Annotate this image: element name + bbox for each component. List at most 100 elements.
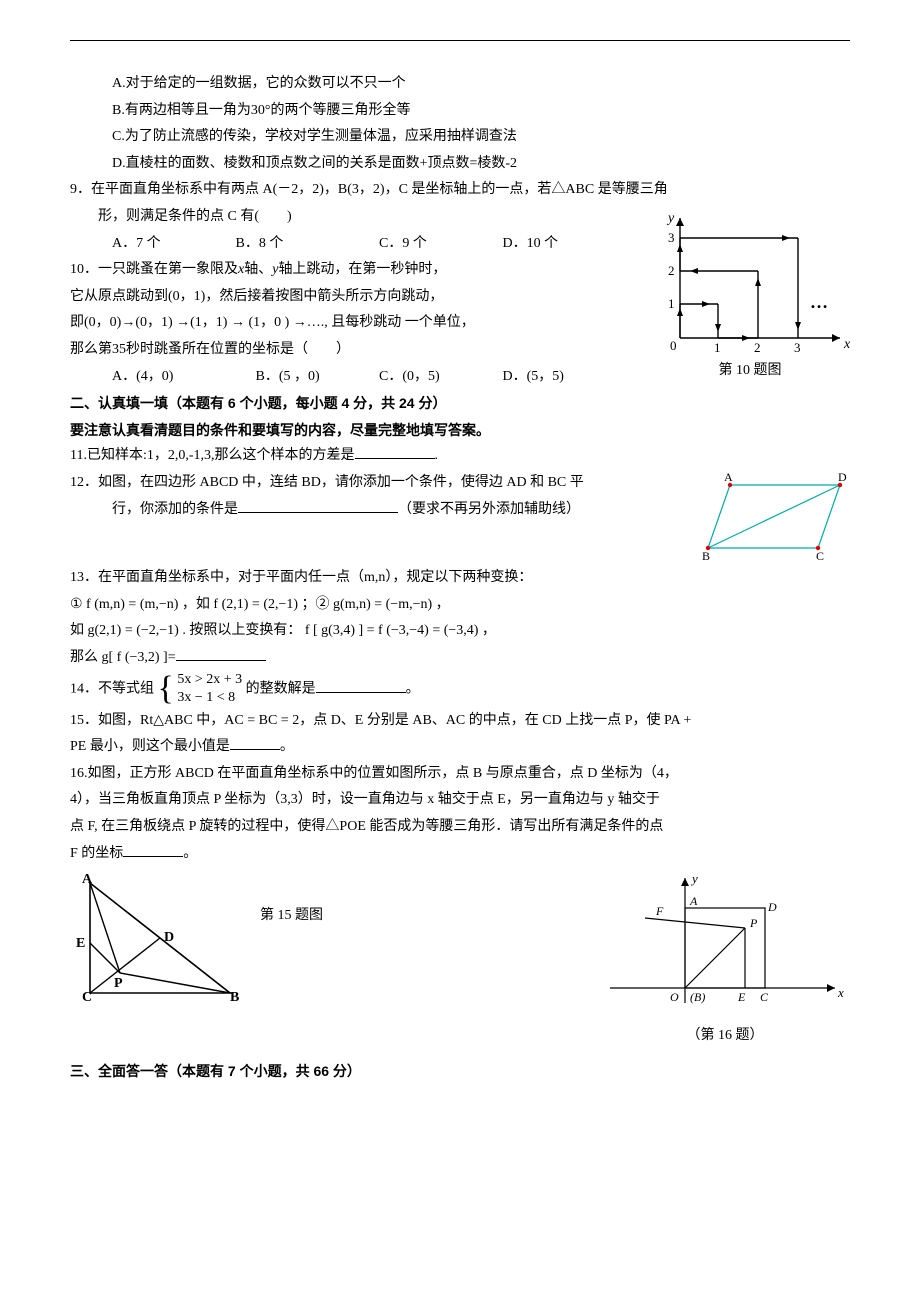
- q15-l2-post: 。: [280, 739, 294, 754]
- q8-option-D: D.直棱柱的面数、棱数和顶点数之间的关系是面数+顶点数=棱数-2: [70, 151, 850, 178]
- q16-figure-svg: x y O (B) A D C E P F: [600, 873, 850, 1023]
- section3-title: 三、全面答一答（本题有 7 个小题，共 66 分）: [70, 1058, 850, 1085]
- svg-text:C: C: [816, 549, 824, 563]
- q13-l4-pre: 那么 g[ f (−3,2) ]=: [70, 650, 176, 665]
- q15-line2: PE 最小，则这个最小值是 。: [70, 734, 850, 761]
- q14-system: 5x > 2x + 3 3x − 1 < 8: [177, 671, 242, 707]
- q14-post: 。: [406, 682, 420, 697]
- q13-blank: [176, 646, 266, 661]
- q15-figure-wrap: A C B D E P: [70, 873, 240, 1003]
- q10-l1-pre: 10．一只跳蚤在第一象限及: [70, 262, 238, 277]
- q16-line1: 16.如图，正方形 ABCD 在平面直角坐标系中的位置如图所示，点 B 与原点重…: [70, 761, 850, 788]
- q13-l3-text: 如 g(2,1) = (−2,−1) . 按照以上变换有： f [ g(3,4)…: [70, 623, 496, 638]
- q8-option-A: A.对于给定的一组数据，它的众数可以不只一个: [70, 71, 850, 98]
- svg-text:D: D: [767, 900, 777, 914]
- q15-line1: 15．如图，Rt△ABC 中，AC = BC = 2，点 D、E 分别是 AB、…: [70, 708, 850, 735]
- q10-l1-mid1: 轴、: [244, 262, 272, 277]
- section2-note: 要注意认真看清题目的条件和要填写的内容，尽量完整地填写答案。: [70, 417, 850, 444]
- q16-l4-pre: F 的坐标: [70, 846, 123, 861]
- q14-row2: 3x − 1 < 8: [177, 689, 242, 707]
- svg-text:x: x: [837, 985, 844, 1000]
- svg-text:0: 0: [670, 338, 677, 353]
- svg-text:B: B: [702, 549, 710, 563]
- q9-optA: A．7 个: [112, 231, 232, 258]
- q9-optD: D．10 个: [503, 231, 559, 258]
- q13-line2: ① f (m,n) = (m,−n) ，如 f (2,1) = (2,−1) ；…: [70, 592, 850, 619]
- q9-stem-line1: 9．在平面直角坐标系中有两点 A(－2，2)，B(3，2)，C 是坐标轴上的一点…: [70, 177, 850, 204]
- q16-l4-post: 。: [183, 846, 197, 861]
- q12-figure-svg: A D B C: [700, 470, 850, 565]
- q10-l1-post: 轴上跳动，在第一秒钟时，: [278, 262, 446, 277]
- q8-option-B: B.有两边相等且一角为30°的两个等腰三角形全等: [70, 98, 850, 125]
- q10-figure-caption: 第 10 题图: [650, 358, 850, 385]
- q11-blank: [355, 444, 435, 459]
- q12-blank: [238, 498, 398, 513]
- svg-text:E: E: [737, 990, 746, 1004]
- q15-caption-wrap: 第 15 题图: [260, 873, 390, 930]
- q10-figure-svg: x y 0 1 2 3 1 2 3: [650, 208, 850, 358]
- q16-line2: 4），当三角板直角顶点 P 坐标为（3,3）时，设一直角边与 x 轴交于点 E，…: [70, 787, 850, 814]
- svg-text:1: 1: [714, 340, 721, 355]
- svg-text:E: E: [76, 936, 85, 951]
- section2-title: 二、认真填一填（本题有 6 个小题，每小题 4 分，共 24 分）: [70, 390, 850, 417]
- q10-figure-wrap: x y 0 1 2 3 1 2 3: [650, 208, 850, 385]
- q13-l2-text: ① f (m,n) = (m,−n) ，如 f (2,1) = (2,−1) ；…: [70, 597, 450, 612]
- q9-optC: C．9 个: [379, 231, 499, 258]
- figures-row: A C B D E P 第 15 题图 x y O: [70, 873, 850, 1050]
- svg-text:D: D: [164, 930, 174, 945]
- svg-text:y: y: [666, 211, 675, 226]
- q8-option-C: C.为了防止流感的传染，学校对学生测量体温，应采用抽样调查法: [70, 124, 850, 151]
- q16-blank: [123, 842, 183, 857]
- q8-B-deg: 30°: [251, 103, 271, 118]
- svg-text:C: C: [760, 990, 769, 1004]
- q16-figure-caption: （第 16 题）: [600, 1023, 850, 1050]
- q8-B-pre: B.有两边相等且一角为: [112, 103, 251, 118]
- q10-optD: D．(5，5): [503, 364, 564, 391]
- page-rule: [70, 40, 850, 41]
- svg-text:A: A: [724, 470, 733, 484]
- svg-text:F: F: [655, 904, 664, 918]
- svg-text:C: C: [82, 990, 92, 1003]
- q12-figure-wrap: A D B C: [700, 470, 850, 565]
- svg-text:A: A: [689, 894, 698, 908]
- q15-figure-svg: A C B D E P: [70, 873, 240, 1003]
- q15-l1-text: 15．如图，Rt△ABC 中，AC = BC = 2，点 D、E 分别是 AB、…: [70, 713, 691, 728]
- q15-l2-pre: PE 最小，则这个最小值是: [70, 739, 230, 754]
- svg-text:1: 1: [668, 296, 675, 311]
- q16-figure-wrap: x y O (B) A D C E P F （第 16 题）: [600, 873, 850, 1050]
- q14-pre: 14．不等式组: [70, 682, 154, 697]
- q14-brace: {: [158, 672, 174, 706]
- svg-text:2: 2: [754, 340, 761, 355]
- q14-mid: 的整数解是: [246, 682, 316, 697]
- svg-text:P: P: [114, 976, 123, 991]
- svg-text:2: 2: [668, 263, 675, 278]
- q10-optA: A．(4，0): [112, 364, 252, 391]
- q13-line1: 13．在平面直角坐标系中，对于平面内任一点（m,n），规定以下两种变换：: [70, 565, 850, 592]
- q14: 14．不等式组 { 5x > 2x + 3 3x − 1 < 8 的整数解是 。: [70, 671, 850, 707]
- q15-figure-caption: 第 15 题图: [260, 903, 390, 930]
- svg-text:B: B: [230, 990, 239, 1003]
- svg-text:…: …: [810, 292, 828, 312]
- svg-text:(B): (B): [690, 990, 705, 1004]
- q16-line4: F 的坐标 。: [70, 841, 850, 868]
- svg-text:D: D: [838, 470, 847, 484]
- q15-blank: [230, 735, 280, 750]
- svg-text:P: P: [749, 916, 758, 930]
- q9-optB: B．8 个: [236, 231, 376, 258]
- q11-post: .: [435, 448, 439, 463]
- svg-text:x: x: [843, 337, 850, 352]
- q8-B-post: 的两个等腰三角形全等: [270, 103, 410, 118]
- svg-text:3: 3: [668, 230, 675, 245]
- q10-optB: B．(5 ，0): [256, 364, 376, 391]
- q14-blank: [316, 678, 406, 693]
- q12-l2-pre: 行，你添加的条件是: [112, 502, 238, 517]
- q13-line3: 如 g(2,1) = (−2,−1) . 按照以上变换有： f [ g(3,4)…: [70, 618, 850, 645]
- svg-text:3: 3: [794, 340, 801, 355]
- q16-line3: 点 F, 在三角板绕点 P 旋转的过程中，使得△POE 能否成为等腰三角形．请写…: [70, 814, 850, 841]
- svg-text:O: O: [670, 990, 679, 1004]
- q10-optC: C．(0，5): [379, 364, 499, 391]
- q13-line4: 那么 g[ f (−3,2) ]=: [70, 645, 850, 672]
- svg-text:A: A: [82, 873, 93, 887]
- q11-pre: 11.已知样本:1，2,0,-1,3,那么这个样本的方差是: [70, 448, 355, 463]
- svg-text:y: y: [690, 873, 698, 886]
